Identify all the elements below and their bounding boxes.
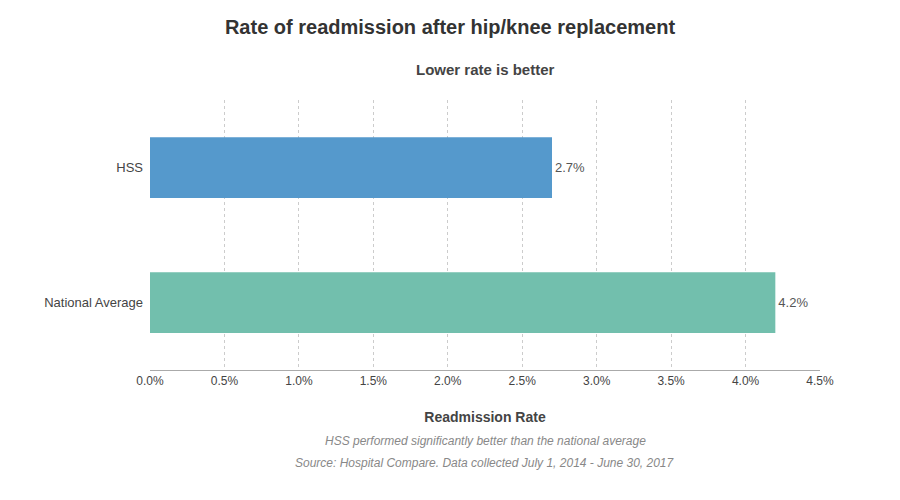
svg-text:4.2%: 4.2% (778, 295, 808, 310)
svg-text:4.5%: 4.5% (806, 374, 834, 388)
svg-text:HSS: HSS (116, 160, 143, 175)
svg-text:Rate of readmission after hip/: Rate of readmission after hip/knee repla… (225, 16, 675, 38)
svg-text:0.0%: 0.0% (136, 374, 164, 388)
svg-text:2.7%: 2.7% (555, 160, 585, 175)
svg-text:1.5%: 1.5% (360, 374, 388, 388)
svg-text:4.0%: 4.0% (732, 374, 760, 388)
svg-text:HSS performed significantly be: HSS performed significantly better than … (325, 434, 646, 448)
svg-text:1.0%: 1.0% (285, 374, 313, 388)
svg-text:Lower rate is better: Lower rate is better (416, 61, 555, 78)
svg-text:3.5%: 3.5% (657, 374, 685, 388)
svg-text:2.0%: 2.0% (434, 374, 462, 388)
svg-text:National Average: National Average (44, 295, 143, 310)
svg-text:Readmission Rate: Readmission Rate (424, 409, 546, 425)
svg-text:0.5%: 0.5% (211, 374, 239, 388)
svg-text:2.5%: 2.5% (509, 374, 537, 388)
svg-text:Source: Hospital Compare. Data: Source: Hospital Compare. Data collected… (295, 456, 675, 470)
svg-text:3.0%: 3.0% (583, 374, 611, 388)
